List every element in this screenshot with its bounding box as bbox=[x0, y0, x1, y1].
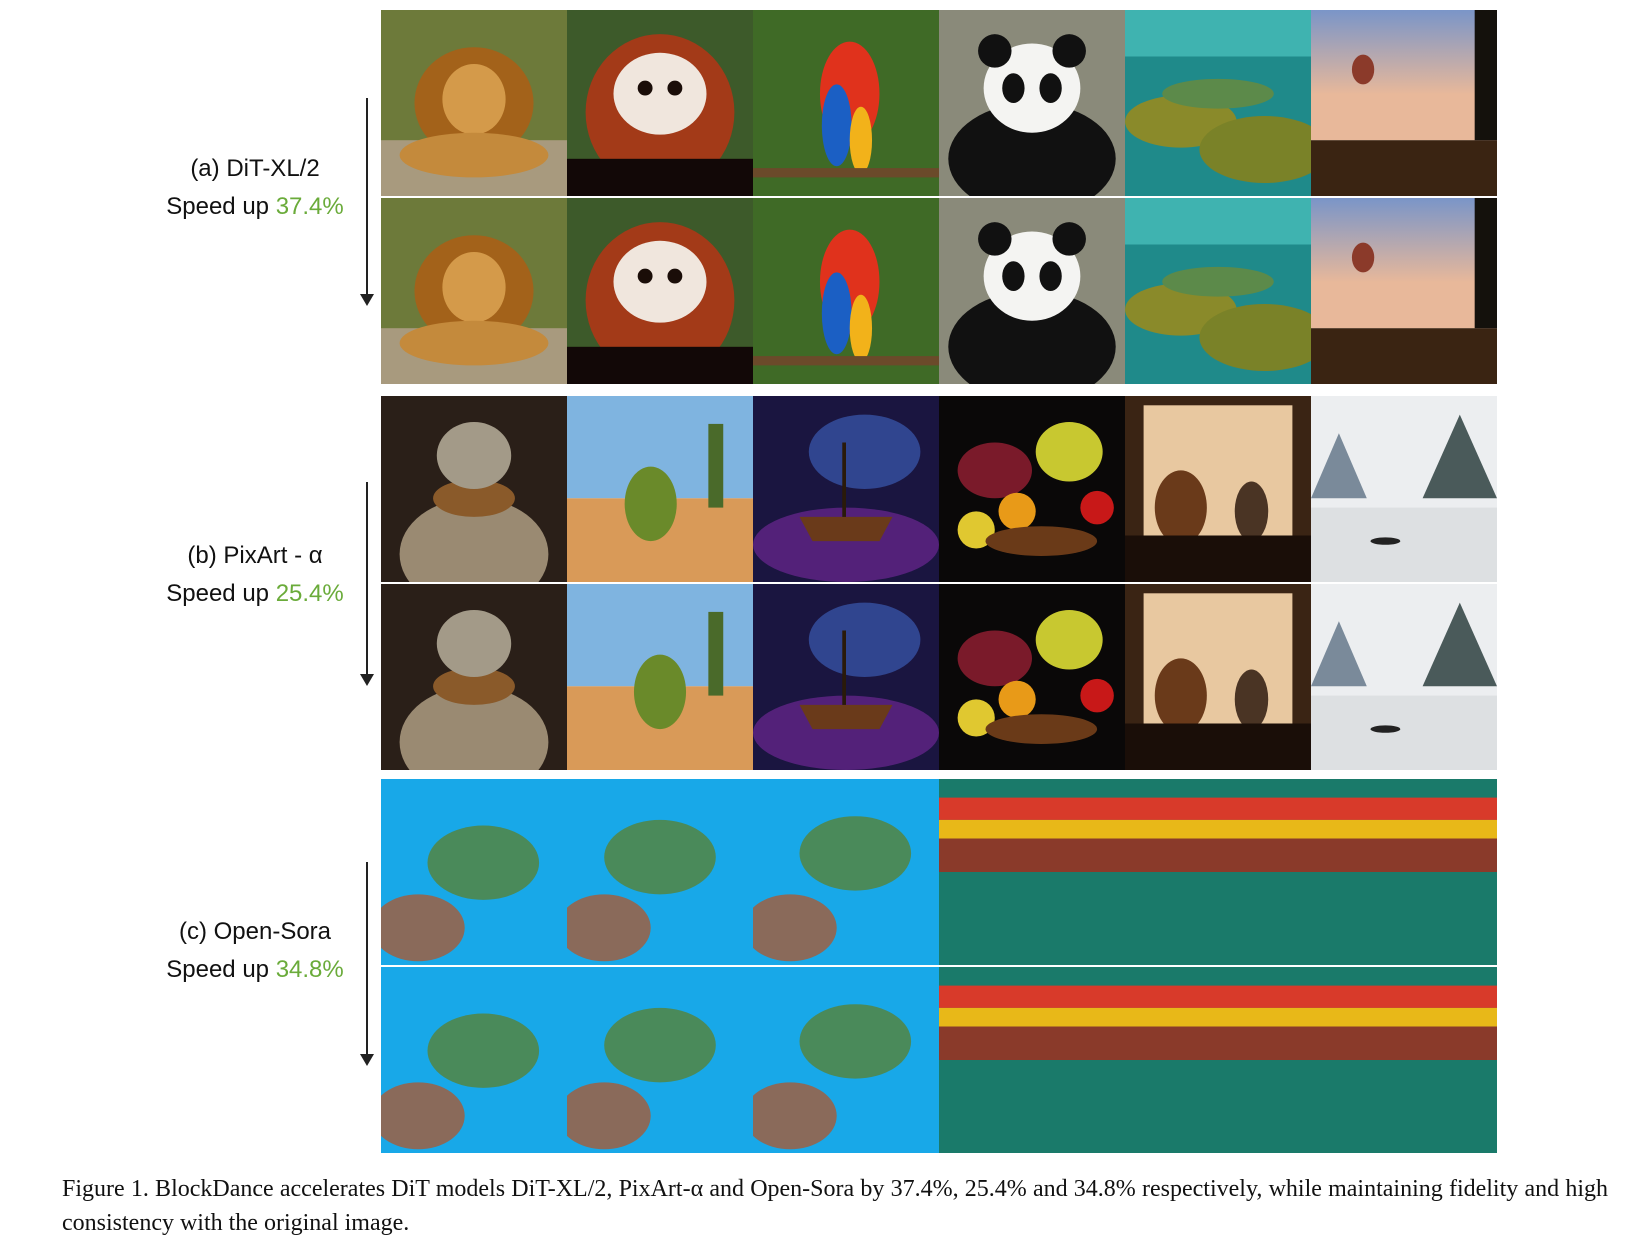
panda-image bbox=[939, 10, 1125, 196]
ship-in-space-image bbox=[753, 396, 939, 582]
figure-caption: Figure 1. BlockDance accelerates DiT mod… bbox=[62, 1176, 1608, 1236]
cliffs-image bbox=[1311, 779, 1497, 965]
image-grid-dit bbox=[381, 10, 1497, 384]
model-name: (b) PixArt - α bbox=[187, 542, 323, 569]
panda-image bbox=[939, 198, 1125, 384]
image-grid-pixart bbox=[381, 396, 1497, 770]
sea-turtle-image bbox=[753, 967, 939, 1153]
parrot-image bbox=[753, 198, 939, 384]
cliffs-image bbox=[1125, 779, 1311, 965]
down-arrow-icon bbox=[360, 862, 374, 1066]
cliffs-image bbox=[939, 779, 1125, 965]
dog-and-cat-window-image bbox=[1125, 396, 1311, 582]
parrot-image bbox=[753, 10, 939, 196]
speed-value: 37.4% bbox=[275, 193, 344, 220]
model-name: (c) Open-Sora bbox=[178, 918, 332, 945]
cliffs-image bbox=[1311, 967, 1497, 1153]
hot-air-balloon-image bbox=[1311, 198, 1497, 384]
cliffs-image bbox=[939, 967, 1125, 1153]
ink-landscape-image bbox=[1311, 584, 1497, 770]
fruit-bowl-image bbox=[939, 396, 1125, 582]
sea-turtle-image bbox=[753, 779, 939, 965]
group-label: (b) PixArt - α Speed up 25.4% bbox=[150, 537, 360, 613]
fruit-bowl-image bbox=[939, 584, 1125, 770]
speed-line: Speed up 34.8% bbox=[166, 956, 344, 983]
down-arrow-icon bbox=[360, 98, 374, 306]
crocodile-in-sweater-image bbox=[381, 584, 567, 770]
cliffs-image bbox=[1125, 967, 1311, 1153]
sea-turtle-image bbox=[567, 967, 753, 1153]
speed-line: Speed up 37.4% bbox=[166, 193, 344, 220]
cactus-image bbox=[567, 396, 753, 582]
speed-value: 25.4% bbox=[275, 580, 344, 607]
hot-air-balloon-image bbox=[1311, 10, 1497, 196]
sea-turtle-image bbox=[567, 779, 753, 965]
dog-and-cat-window-image bbox=[1125, 584, 1311, 770]
model-name: (a) DiT-XL/2 bbox=[190, 155, 320, 182]
group-label: (a) DiT-XL/2 Speed up 37.4% bbox=[150, 150, 360, 226]
red-panda-image bbox=[567, 198, 753, 384]
cactus-image bbox=[567, 584, 753, 770]
red-panda-image bbox=[567, 10, 753, 196]
speed-line: Speed up 25.4% bbox=[166, 580, 344, 607]
group-label: (c) Open-Sora Speed up 34.8% bbox=[150, 913, 360, 989]
coral-reef-image bbox=[1125, 198, 1311, 384]
coral-reef-image bbox=[1125, 10, 1311, 196]
ship-in-space-image bbox=[753, 584, 939, 770]
image-grid-opensora bbox=[381, 779, 1497, 1153]
speed-value: 34.8% bbox=[275, 956, 344, 983]
sea-turtle-image bbox=[381, 967, 567, 1153]
crocodile-in-sweater-image bbox=[381, 396, 567, 582]
lion-image bbox=[381, 198, 567, 384]
lion-image bbox=[381, 10, 567, 196]
down-arrow-icon bbox=[360, 482, 374, 686]
sea-turtle-image bbox=[381, 779, 567, 965]
ink-landscape-image bbox=[1311, 396, 1497, 582]
